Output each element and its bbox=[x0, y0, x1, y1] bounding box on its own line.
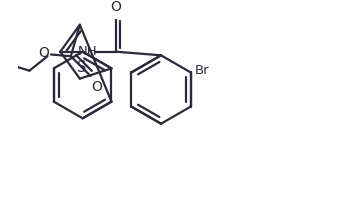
Text: S: S bbox=[77, 60, 86, 75]
Text: O: O bbox=[38, 46, 49, 60]
Text: O: O bbox=[111, 0, 121, 14]
Text: NH: NH bbox=[77, 45, 97, 58]
Text: Br: Br bbox=[195, 64, 210, 77]
Text: O: O bbox=[91, 80, 102, 94]
